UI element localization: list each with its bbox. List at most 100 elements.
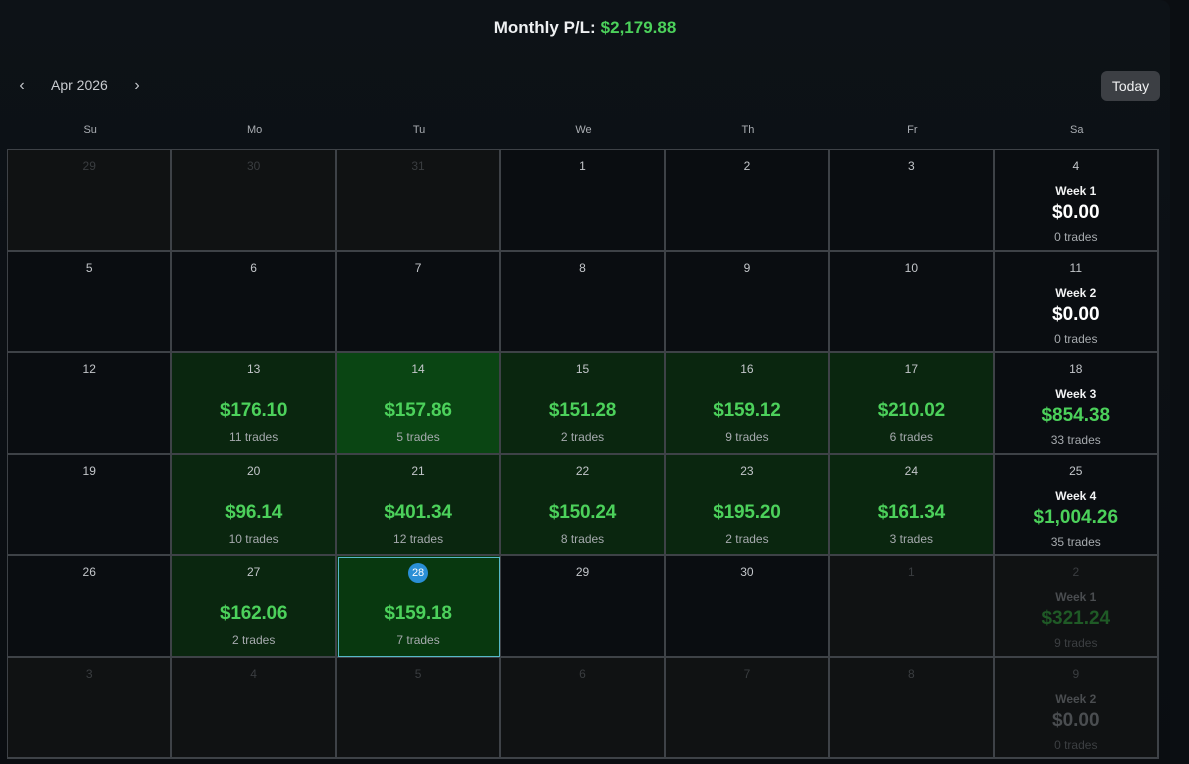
current-month-label: Apr 2026 xyxy=(51,77,108,93)
calendar-day-cell[interactable]: 9 xyxy=(665,251,831,353)
calendar-day-cell[interactable]: 7 xyxy=(336,251,502,353)
day-pnl: $401.34 xyxy=(384,501,452,523)
day-of-week-label: Tu xyxy=(412,124,426,136)
calendar-day-cell[interactable]: 5 xyxy=(8,251,173,353)
day-pnl: $150.24 xyxy=(548,501,617,523)
calendar-day-cell[interactable]: 14 $157.86 5 trades xyxy=(336,353,502,455)
calendar-day-cell[interactable]: 6 xyxy=(172,251,337,353)
week-summary-cell[interactable]: 2 Week 1 $321.24 9 trades xyxy=(994,556,1159,658)
day-of-week-label: We xyxy=(575,124,592,136)
week-trade-count: 35 trades xyxy=(1050,534,1101,549)
today-day-number: 28 xyxy=(337,563,499,583)
chevron-right-icon[interactable]: › xyxy=(134,77,140,94)
calendar-day-cell[interactable]: 4 xyxy=(172,657,337,759)
week-pnl: $0.00 xyxy=(1052,303,1100,325)
day-trade-count: 6 trades xyxy=(889,430,934,444)
day-trade-count: 9 trades xyxy=(725,430,769,444)
calendar-day-cell[interactable]: 27 $162.06 2 trades xyxy=(172,556,337,658)
calendar-day-cell[interactable]: 13 $176.10 11 trades xyxy=(172,353,337,455)
week-label: Week 1 xyxy=(1055,184,1097,198)
week-pnl: $0.00 xyxy=(1052,202,1100,223)
month-navigation: ‹ Apr 2026 › Today xyxy=(0,70,1170,102)
calendar-day-cell[interactable]: 7 xyxy=(665,657,831,759)
calendar-day-cell[interactable]: 8 xyxy=(501,251,666,353)
calendar-day-cell[interactable]: 3 xyxy=(8,657,173,759)
day-number: 30 xyxy=(246,159,261,173)
calendar-day-cell[interactable]: 31 xyxy=(336,150,502,252)
day-pnl: $96.14 xyxy=(225,501,283,523)
day-number: 4 xyxy=(1072,159,1080,173)
day-number: 2 xyxy=(743,159,751,173)
day-number: 1 xyxy=(579,159,586,173)
today-button[interactable]: Today xyxy=(1101,71,1160,101)
calendar-day-cell[interactable]: 30 xyxy=(665,556,831,658)
calendar-day-cell[interactable]: 26 xyxy=(8,556,173,658)
day-number: 22 xyxy=(575,463,590,478)
day-number: 29 xyxy=(575,565,590,579)
day-number: 9 xyxy=(1072,666,1080,681)
day-number: 7 xyxy=(743,666,751,681)
day-number: 30 xyxy=(740,565,754,579)
day-pnl: $176.10 xyxy=(219,400,288,421)
week-summary-cell[interactable]: 11 Week 2 $0.00 0 trades xyxy=(994,251,1159,353)
day-number: 31 xyxy=(411,159,425,173)
calendar-day-cell[interactable]: 21 $401.34 12 trades xyxy=(336,454,502,556)
week-trade-count: 0 trades xyxy=(1054,737,1098,752)
week-label: Week 3 xyxy=(1055,387,1097,401)
week-pnl: $0.00 xyxy=(1052,709,1100,731)
day-pnl: $195.20 xyxy=(713,501,781,523)
day-number: 20 xyxy=(246,463,261,478)
calendar-day-cell[interactable]: 10 xyxy=(830,251,995,353)
day-trade-count: 5 trades xyxy=(396,430,440,444)
week-label: Week 4 xyxy=(1055,488,1097,503)
week-summary-cell[interactable]: 9 Week 2 $0.00 0 trades xyxy=(994,657,1159,759)
calendar-day-cell[interactable]: 23 $195.20 2 trades xyxy=(665,454,831,556)
calendar-day-cell[interactable]: 30 xyxy=(172,150,337,252)
day-trade-count: 2 trades xyxy=(560,430,605,444)
day-number: 9 xyxy=(743,260,751,275)
day-number: 17 xyxy=(904,362,919,376)
chevron-left-icon[interactable]: ‹ xyxy=(19,77,25,94)
day-trade-count: 10 trades xyxy=(228,531,279,546)
week-summary-cell[interactable]: 18 Week 3 $854.38 33 trades xyxy=(994,353,1159,455)
calendar-day-cell[interactable]: 29 xyxy=(8,150,173,252)
week-summary-cell[interactable]: 4 Week 1 $0.00 0 trades xyxy=(994,150,1159,252)
day-trade-count: 11 trades xyxy=(229,430,279,444)
day-of-week-label: Th xyxy=(741,124,755,136)
day-number: 8 xyxy=(908,666,915,681)
week-summary-cell[interactable]: 25 Week 4 $1,004.26 35 trades xyxy=(994,454,1159,556)
calendar-day-cell[interactable]: 1 xyxy=(501,150,666,252)
week-pnl: $854.38 xyxy=(1041,405,1111,426)
calendar-day-cell[interactable]: 24 $161.34 3 trades xyxy=(830,454,995,556)
day-number: 8 xyxy=(579,260,586,275)
calendar-day-cell[interactable]: 28 $159.18 7 trades xyxy=(336,556,502,658)
calendar-day-cell[interactable]: 20 $96.14 10 trades xyxy=(172,454,337,556)
day-trade-count: 8 trades xyxy=(560,531,605,546)
day-pnl: $162.06 xyxy=(219,603,288,624)
calendar-day-cell[interactable]: 19 xyxy=(8,454,173,556)
calendar-day-cell[interactable]: 3 xyxy=(830,150,995,252)
calendar-day-cell[interactable]: 15 $151.28 2 trades xyxy=(501,353,666,455)
calendar-day-cell[interactable]: 17 $210.02 6 trades xyxy=(830,353,995,455)
day-trade-count: 7 trades xyxy=(396,633,440,647)
calendar-day-cell[interactable]: 5 xyxy=(336,657,502,759)
day-pnl: $159.12 xyxy=(713,400,781,421)
calendar-day-cell[interactable]: 1 xyxy=(830,556,995,658)
calendar-day-cell[interactable]: 6 xyxy=(501,657,666,759)
day-of-week-label: Su xyxy=(83,124,97,136)
day-pnl: $210.02 xyxy=(877,400,945,421)
calendar-day-cell[interactable]: 16 $159.12 9 trades xyxy=(665,353,831,455)
calendar-day-cell[interactable]: 12 xyxy=(8,353,173,455)
monthly-pl-header: Monthly P/L: $2,179.88 xyxy=(0,0,1170,56)
calendar-day-cell[interactable]: 29 xyxy=(501,556,666,658)
day-number: 14 xyxy=(411,362,425,376)
week-trade-count: 33 trades xyxy=(1050,433,1101,447)
calendar-day-cell[interactable]: 2 xyxy=(665,150,831,252)
calendar-day-cell[interactable]: 8 xyxy=(830,657,995,759)
day-of-week-label: Mo xyxy=(246,124,263,136)
day-number: 25 xyxy=(1069,463,1083,478)
calendar-day-cell[interactable]: 22 $150.24 8 trades xyxy=(501,454,666,556)
day-number: 11 xyxy=(1069,260,1083,275)
day-number: 3 xyxy=(85,666,93,681)
